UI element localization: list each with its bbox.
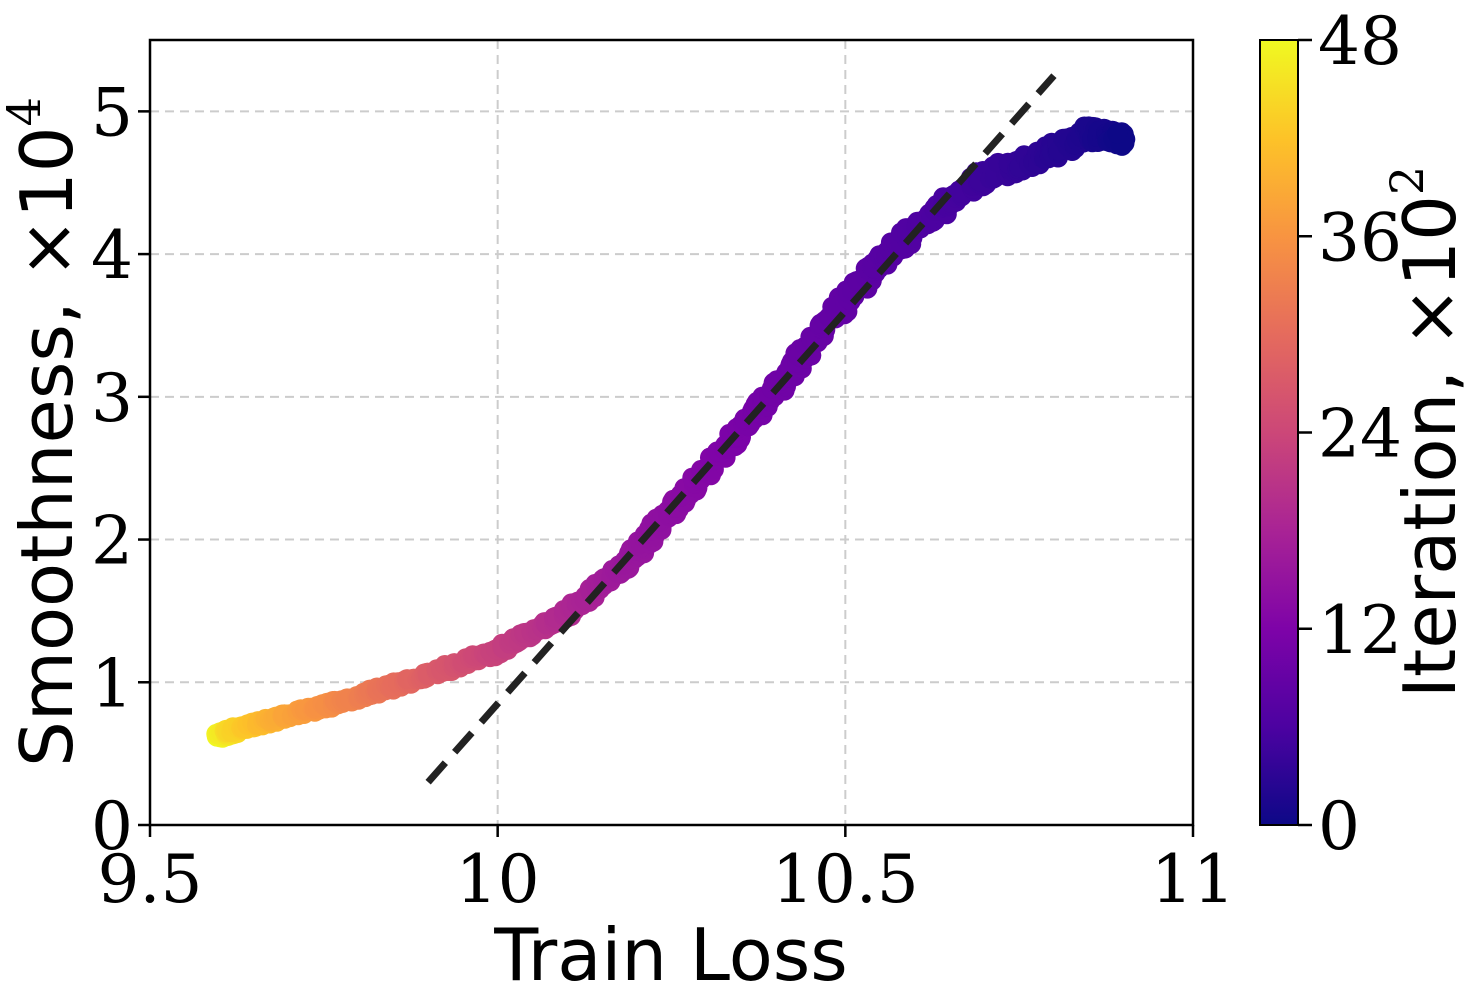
y-axis-label: Smoothness, ×10 xyxy=(5,126,89,766)
svg-text:Smoothness, ×104: Smoothness, ×104 xyxy=(0,97,89,767)
fit-line-group xyxy=(425,73,1057,785)
svg-text:Iteration, ×102: Iteration, ×102 xyxy=(1380,166,1472,698)
scatter-point xyxy=(1107,123,1128,144)
y-axis-label-exponent: 4 xyxy=(0,97,51,126)
colorbar-label-exponent: 2 xyxy=(1380,166,1434,195)
colorbar-tick-label: 24 xyxy=(1318,396,1402,473)
y-tick-label: 5 xyxy=(91,74,133,151)
colorbar-tick-label: 12 xyxy=(1318,592,1402,669)
colorbar xyxy=(1259,39,1299,826)
x-tick-label: 10 xyxy=(456,841,540,918)
colorbar-label: Iteration, ×10 xyxy=(1388,195,1472,698)
x-ticks: 9.5 10 10.5 11 xyxy=(98,825,1235,918)
x-tick-label: 9.5 xyxy=(98,841,203,918)
x-tick-label: 11 xyxy=(1151,841,1235,918)
y-tick-label: 1 xyxy=(91,645,133,722)
y-axis-label-group: Smoothness, ×104 xyxy=(0,97,89,767)
y-tick-label: 2 xyxy=(91,503,133,580)
colorbar-tick-label: 36 xyxy=(1318,199,1402,276)
y-tick-label: 0 xyxy=(91,788,133,865)
y-tick-label: 4 xyxy=(91,217,133,294)
colorbar-ticks: 0 12 24 36 48 xyxy=(1298,3,1402,865)
x-tick-label: 10.5 xyxy=(772,841,919,918)
x-axis-label: Train Loss xyxy=(493,913,848,997)
colorbar-tick-label: 0 xyxy=(1318,788,1360,865)
y-ticks: 0 1 2 3 4 5 xyxy=(91,74,150,865)
scatter-points xyxy=(206,116,1136,748)
colorbar-label-group: Iteration, ×102 xyxy=(1380,166,1472,698)
colorbar-tick-label: 48 xyxy=(1318,3,1402,80)
fit-line xyxy=(425,73,1057,785)
plot-frame xyxy=(148,38,1195,827)
y-tick-label: 3 xyxy=(91,360,133,437)
grid-lines xyxy=(150,40,1193,825)
